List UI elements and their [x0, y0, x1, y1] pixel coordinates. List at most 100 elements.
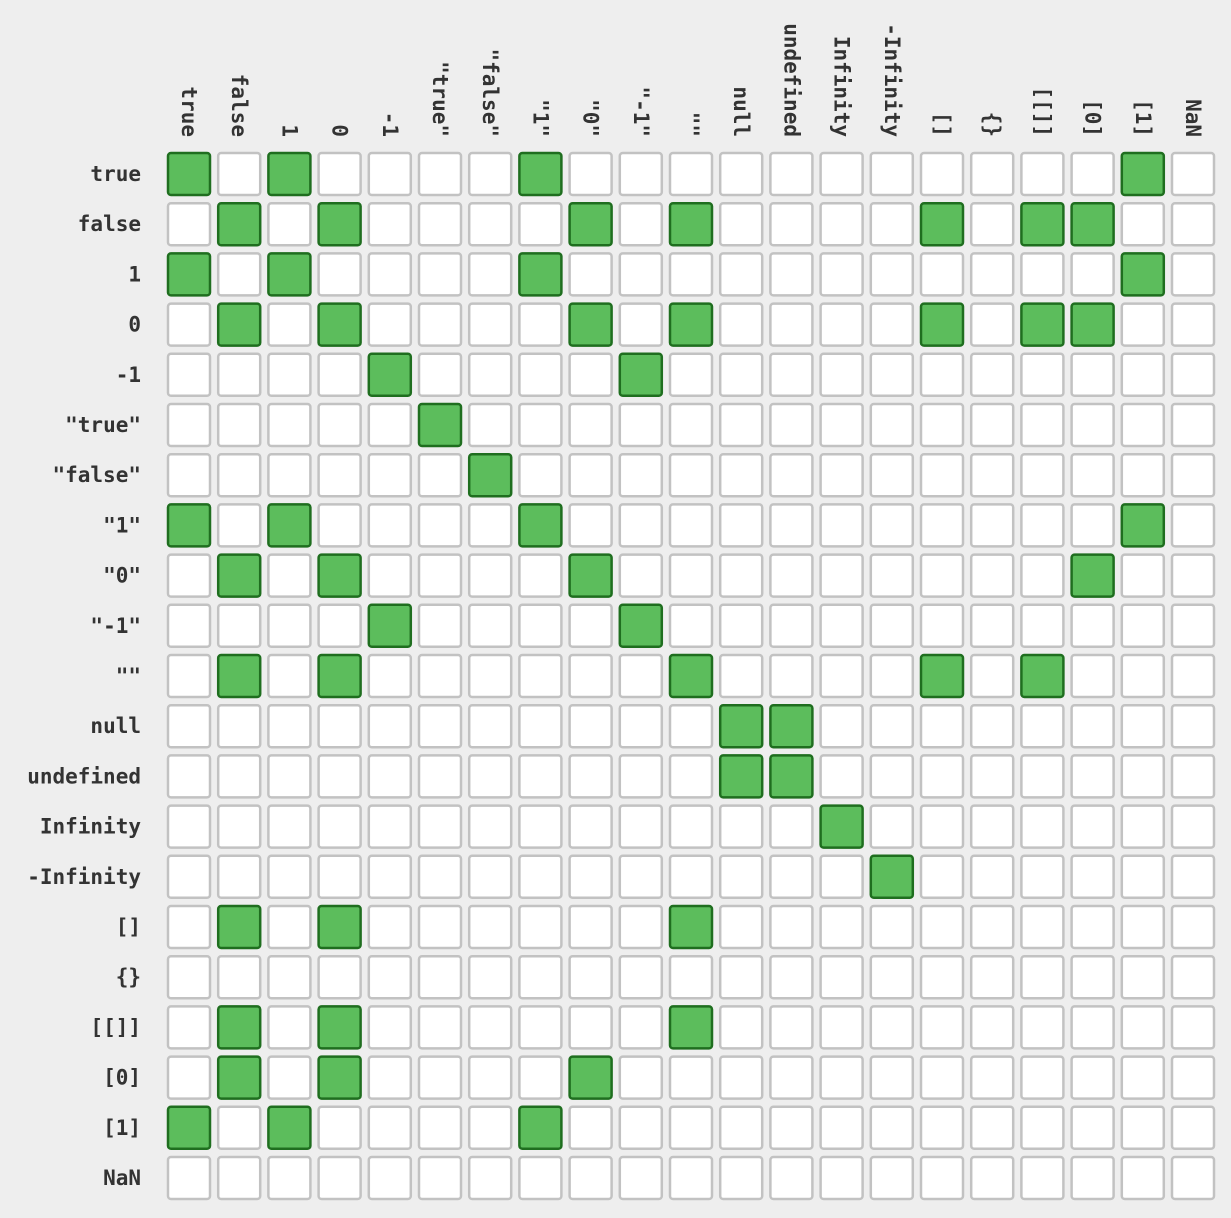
matrix-cell-r6-c0-not-equal: [166, 452, 212, 498]
matrix-cell-r10-c7-not-equal: [518, 653, 563, 699]
matrix-cell-r3-c16-not-equal: [969, 302, 1015, 347]
matrix-cell-r18-c18-not-equal: [1070, 1055, 1115, 1100]
matrix-cell-r3-c13-not-equal: [819, 302, 864, 347]
matrix-cell-r1-c10-equal: [668, 201, 714, 247]
matrix-cell-r2-c9-not-equal: [618, 252, 664, 297]
matrix-cell-r19-c13-not-equal: [819, 1105, 864, 1151]
matrix-cell-r9-c1-not-equal: [216, 603, 262, 649]
matrix-cell-r13-c1-not-equal: [216, 804, 262, 849]
matrix-cell-r7-c14-not-equal: [869, 503, 915, 548]
matrix-cell-r16-c9-not-equal: [618, 954, 664, 1000]
matrix-cell-r0-c1-not-equal: [216, 151, 262, 197]
column-label-1-4: -1: [378, 112, 402, 137]
matrix-cell-r6-c7-not-equal: [518, 452, 563, 498]
matrix-cell-r10-c12-not-equal: [769, 653, 814, 699]
matrix-cell-r17-c10-equal: [668, 1005, 714, 1050]
matrix-cell-r3-c12-not-equal: [769, 302, 814, 347]
matrix-cell-r13-c11-not-equal: [718, 804, 764, 849]
matrix-cell-r16-c12-not-equal: [769, 954, 814, 1000]
matrix-cell-r0-c8-not-equal: [568, 151, 613, 197]
matrix-cell-r20-c13-not-equal: [819, 1155, 864, 1201]
matrix-cell-r13-c4-not-equal: [367, 804, 413, 849]
matrix-cell-r14-c12-not-equal: [769, 854, 814, 900]
matrix-cell-r3-c14-not-equal: [869, 302, 915, 347]
matrix-cell-r14-c4-not-equal: [367, 854, 413, 900]
matrix-cell-r16-c15-not-equal: [919, 954, 965, 1000]
matrix-cell-r17-c13-not-equal: [819, 1005, 864, 1050]
matrix-cell-r7-c5-not-equal: [417, 503, 463, 548]
matrix-cell-r12-c3-not-equal: [317, 754, 362, 799]
matrix-cell-r8-c18-equal: [1070, 553, 1115, 598]
matrix-cell-r18-c10-not-equal: [668, 1055, 714, 1100]
matrix-cell-r2-c20-not-equal: [1170, 252, 1216, 297]
matrix-cell-r5-c5-equal: [417, 402, 463, 448]
matrix-cell-r13-c3-not-equal: [317, 804, 362, 849]
matrix-cell-r16-c16-not-equal: [969, 954, 1015, 1000]
matrix-cell-r19-c10-not-equal: [668, 1105, 714, 1151]
matrix-cell-r3-c6-not-equal: [467, 302, 513, 347]
matrix-cell-r8-c3-equal: [317, 553, 362, 598]
matrix-cell-r11-c3-not-equal: [317, 703, 362, 749]
matrix-cell-r2-c7-equal: [518, 252, 563, 297]
matrix-cell-r7-c4-not-equal: [367, 503, 413, 548]
matrix-cell-r14-c9-not-equal: [618, 854, 664, 900]
matrix-cell-r18-c5-not-equal: [417, 1055, 463, 1100]
matrix-cell-r4-c7-not-equal: [518, 352, 563, 398]
matrix-cell-r18-c6-not-equal: [467, 1055, 513, 1100]
matrix-cell-r3-c18-equal: [1070, 302, 1115, 347]
matrix-cell-r16-c19-not-equal: [1120, 954, 1166, 1000]
matrix-cells: [166, 151, 1216, 1201]
matrix-cell-r17-c8-not-equal: [568, 1005, 613, 1050]
matrix-cell-r11-c17-not-equal: [1020, 703, 1065, 749]
matrix-cell-r19-c3-not-equal: [317, 1105, 362, 1151]
matrix-cell-r8-c11-not-equal: [718, 553, 764, 598]
matrix-cell-r6-c2-not-equal: [267, 452, 312, 498]
column-label-0-18: [0]: [1081, 99, 1105, 137]
matrix-cell-r8-c20-not-equal: [1170, 553, 1216, 598]
matrix-cell-r16-c17-not-equal: [1020, 954, 1065, 1000]
matrix-cell-r19-c15-not-equal: [919, 1105, 965, 1151]
matrix-cell-r5-c20-not-equal: [1170, 402, 1216, 448]
column-label-1-2: 1: [277, 124, 301, 137]
matrix-cell-r13-c14-not-equal: [869, 804, 915, 849]
matrix-cell-r5-c4-not-equal: [367, 402, 413, 448]
matrix-cell-r12-c15-not-equal: [919, 754, 965, 799]
matrix-cell-r8-c0-not-equal: [166, 553, 212, 598]
column-label-true-0: true: [177, 86, 201, 137]
matrix-cell-r17-c0-not-equal: [166, 1005, 212, 1050]
matrix-cell-r10-c20-not-equal: [1170, 653, 1216, 699]
matrix-cell-r10-c15-equal: [919, 653, 965, 699]
matrix-cell-r4-c18-not-equal: [1070, 352, 1115, 398]
matrix-cell-r3-c9-not-equal: [618, 302, 664, 347]
matrix-cell-r20-c0-not-equal: [166, 1155, 212, 1201]
matrix-cell-r12-c18-not-equal: [1070, 754, 1115, 799]
matrix-cell-r6-c15-not-equal: [919, 452, 965, 498]
matrix-cell-r0-c20-not-equal: [1170, 151, 1216, 197]
matrix-cell-r1-c18-equal: [1070, 201, 1115, 247]
matrix-cell-r19-c18-not-equal: [1070, 1105, 1115, 1151]
matrix-cell-r19-c5-not-equal: [417, 1105, 463, 1151]
matrix-cell-r18-c12-not-equal: [769, 1055, 814, 1100]
matrix-cell-r2-c6-not-equal: [467, 252, 513, 297]
matrix-cell-r11-c11-equal: [718, 703, 764, 749]
matrix-cell-r2-c10-not-equal: [668, 252, 714, 297]
matrix-cell-r4-c14-not-equal: [869, 352, 915, 398]
matrix-cell-r15-c4-not-equal: [367, 904, 413, 950]
matrix-cell-r12-c7-not-equal: [518, 754, 563, 799]
matrix-cell-r18-c20-not-equal: [1170, 1055, 1216, 1100]
matrix-cell-r0-c4-not-equal: [367, 151, 413, 197]
matrix-cell-r14-c7-not-equal: [518, 854, 563, 900]
matrix-cell-r6-c8-not-equal: [568, 452, 613, 498]
matrix-cell-r11-c20-not-equal: [1170, 703, 1216, 749]
matrix-cell-r2-c3-not-equal: [317, 252, 362, 297]
matrix-cell-r17-c15-not-equal: [919, 1005, 965, 1050]
matrix-cell-r19-c19-not-equal: [1120, 1105, 1166, 1151]
matrix-cell-r9-c12-not-equal: [769, 603, 814, 649]
matrix-cell-r1-c3-equal: [317, 201, 362, 247]
matrix-cell-r0-c12-not-equal: [769, 151, 814, 197]
matrix-cell-r4-c20-not-equal: [1170, 352, 1216, 398]
matrix-cell-r13-c2-not-equal: [267, 804, 312, 849]
matrix-cell-r6-c18-not-equal: [1070, 452, 1115, 498]
matrix-cell-r10-c1-equal: [216, 653, 262, 699]
matrix-cell-r10-c6-not-equal: [467, 653, 513, 699]
